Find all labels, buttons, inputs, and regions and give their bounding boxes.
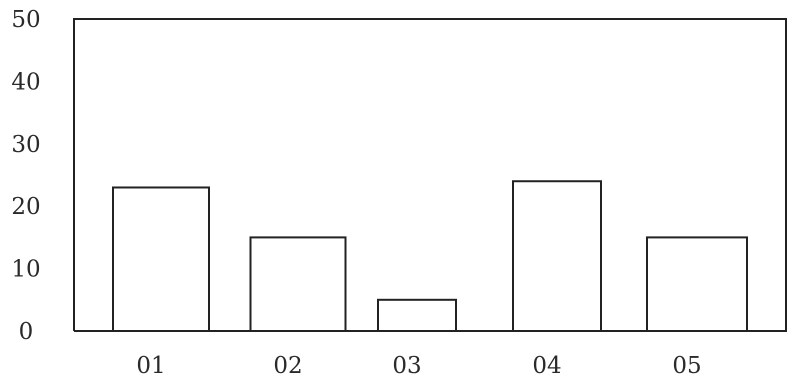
bar-05 bbox=[646, 236, 748, 332]
y-tick-label: 40 bbox=[11, 69, 40, 95]
x-tick-label: 04 bbox=[532, 353, 561, 377]
y-tick-label: 10 bbox=[11, 257, 40, 283]
y-axis-tick-labels: 0 10 20 30 40 50 bbox=[11, 7, 40, 345]
bar-02 bbox=[249, 236, 347, 332]
y-tick-label: 0 bbox=[19, 319, 34, 345]
x-tick-label: 02 bbox=[273, 353, 302, 377]
x-tick-label: 03 bbox=[392, 353, 421, 377]
bars bbox=[112, 180, 748, 332]
bar-01 bbox=[112, 186, 210, 332]
x-tick-label: 01 bbox=[136, 353, 165, 377]
y-tick-label: 20 bbox=[11, 194, 40, 220]
y-tick-label: 50 bbox=[11, 7, 40, 33]
x-axis-tick-labels: 01 02 03 04 05 bbox=[136, 353, 701, 377]
bar-04 bbox=[512, 180, 602, 332]
bar-03 bbox=[377, 298, 457, 332]
y-tick-label: 30 bbox=[11, 132, 40, 158]
x-tick-label: 05 bbox=[672, 353, 701, 377]
